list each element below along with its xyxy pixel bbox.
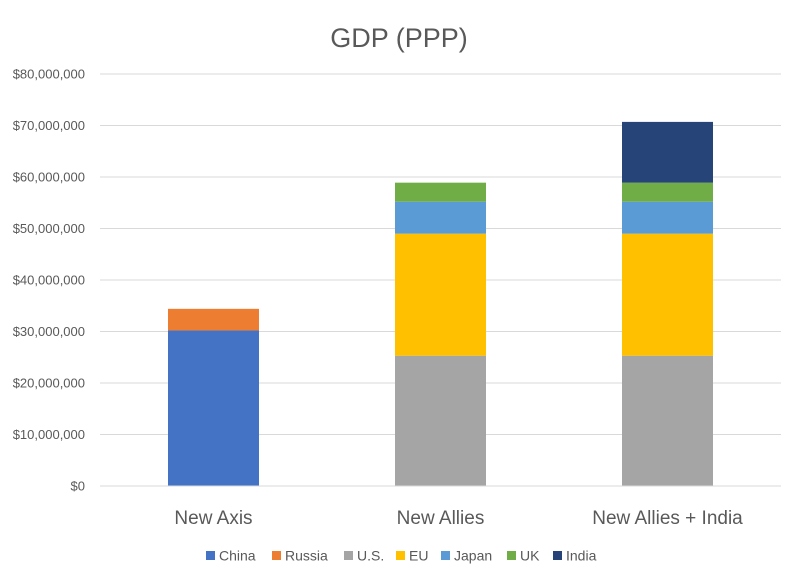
y-tick-label: $10,000,000	[13, 427, 85, 442]
bar-segment-japan	[395, 201, 486, 234]
x-tick-label: New Axis	[174, 508, 252, 529]
bar-segment-u-s	[622, 355, 713, 486]
legend-swatch	[441, 551, 450, 560]
legend-label: China	[219, 548, 256, 564]
legend-swatch	[206, 551, 215, 560]
bar-segment-u-s	[395, 355, 486, 486]
y-tick-label: $0	[71, 479, 85, 494]
y-axis-ticks: $0 $10,000,000 $20,000,000 $30,000,000 $40,0…	[13, 67, 85, 494]
y-tick-label: $70,000,000	[13, 118, 85, 133]
y-tick-label: $60,000,000	[13, 170, 85, 185]
bar-segment-japan	[622, 201, 713, 234]
bar-segment-china	[168, 330, 259, 486]
y-tick-label: $30,000,000	[13, 324, 85, 339]
legend-label: Russia	[285, 548, 328, 564]
x-tick-label: New Allies + India	[592, 508, 743, 529]
legend-swatch	[507, 551, 516, 560]
legend-label: Japan	[454, 548, 492, 564]
bar-segment-eu	[395, 233, 486, 356]
bar-segment-uk	[395, 182, 486, 202]
chart-title: GDP (PPP)	[330, 23, 468, 53]
x-axis-ticks: New Axis New Allies New Allies + India	[174, 508, 743, 529]
x-tick-label: New Allies	[397, 508, 485, 529]
y-tick-label: $50,000,000	[13, 221, 85, 236]
legend-label: India	[566, 548, 597, 564]
legend-label: UK	[520, 548, 540, 564]
bar-segment-russia	[168, 308, 259, 331]
y-tick-label: $20,000,000	[13, 376, 85, 391]
legend-swatch	[553, 551, 562, 560]
bar-segment-india	[622, 121, 713, 183]
legend-swatch	[272, 551, 281, 560]
legend-swatch	[396, 551, 405, 560]
y-tick-label: $40,000,000	[13, 273, 85, 288]
legend-label: U.S.	[357, 548, 384, 564]
legend: China Russia U.S. EU Japan UK India	[206, 548, 597, 564]
y-tick-label: $80,000,000	[13, 67, 85, 82]
bar-segment-eu	[622, 233, 713, 356]
bar-segment-uk	[622, 182, 713, 202]
legend-swatch	[344, 551, 353, 560]
bars	[168, 121, 713, 486]
legend-label: EU	[409, 548, 428, 564]
